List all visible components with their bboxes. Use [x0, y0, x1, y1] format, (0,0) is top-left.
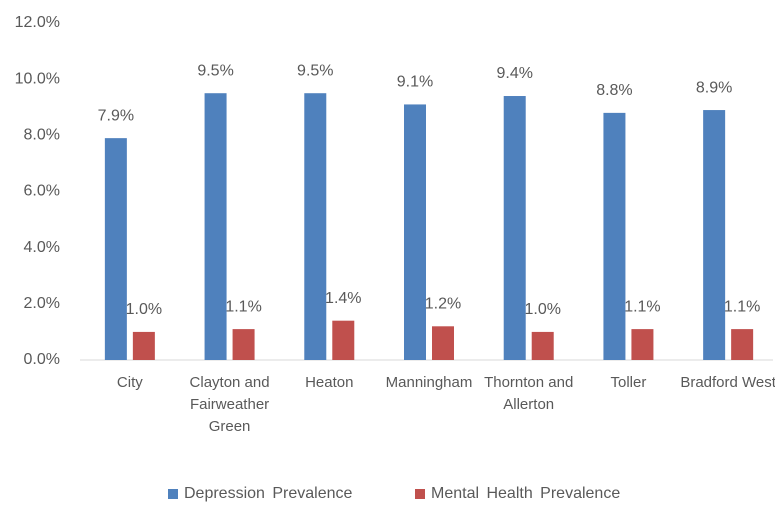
y-tick-label: 12.0%	[15, 14, 60, 31]
data-label: 1.4%	[325, 290, 361, 307]
y-tick-label: 10.0%	[15, 70, 60, 87]
bar	[631, 329, 654, 360]
data-label: 8.9%	[696, 79, 732, 96]
x-tick-label: Heaton	[305, 374, 354, 391]
data-label: 1.1%	[724, 298, 760, 315]
data-label: 7.9%	[98, 107, 134, 124]
y-tick-label: 2.0%	[24, 295, 60, 312]
bar	[404, 104, 426, 360]
data-label: 8.8%	[596, 82, 632, 99]
y-tick-label: 4.0%	[24, 239, 60, 256]
bar	[104, 138, 127, 360]
x-tick-label: Clayton and Fairweather Green	[189, 374, 270, 435]
data-label: 1.2%	[425, 296, 461, 313]
x-tick-label: Toller	[610, 374, 647, 391]
bar	[204, 93, 227, 360]
legend-swatch	[415, 489, 425, 499]
bar	[731, 329, 754, 360]
legend-label: Depression Prevalence	[184, 485, 353, 502]
x-tick-label: Bradford West	[680, 374, 775, 391]
y-tick-label: 0.0%	[24, 351, 60, 368]
data-label: 9.5%	[297, 62, 333, 79]
data-label: 1.1%	[624, 298, 660, 315]
data-label: 1.1%	[225, 298, 261, 315]
legend-label: Mental Health Prevalence	[431, 485, 621, 502]
y-tick-label: 6.0%	[24, 183, 60, 200]
x-tick-label: Thornton and Allerton	[484, 374, 574, 413]
x-tick-label: City	[116, 374, 143, 391]
x-tick-label: Manningham	[385, 374, 473, 391]
data-label: 1.0%	[524, 301, 560, 318]
data-label: 9.1%	[397, 74, 433, 91]
y-tick-label: 8.0%	[24, 127, 60, 144]
legend-item: Mental Health Prevalence	[415, 485, 620, 503]
data-label: 9.4%	[496, 65, 532, 82]
legend-item: Depression Prevalence	[168, 485, 352, 503]
bar	[432, 326, 454, 360]
bar	[703, 110, 726, 360]
data-label: 1.0%	[126, 301, 162, 318]
bar	[503, 96, 526, 361]
legend-swatch	[168, 489, 178, 499]
bar	[332, 320, 355, 360]
bar	[232, 329, 255, 360]
bar	[304, 93, 327, 360]
bar	[531, 331, 554, 360]
bar	[603, 112, 626, 360]
data-label: 9.5%	[197, 62, 233, 79]
bar	[132, 331, 155, 360]
